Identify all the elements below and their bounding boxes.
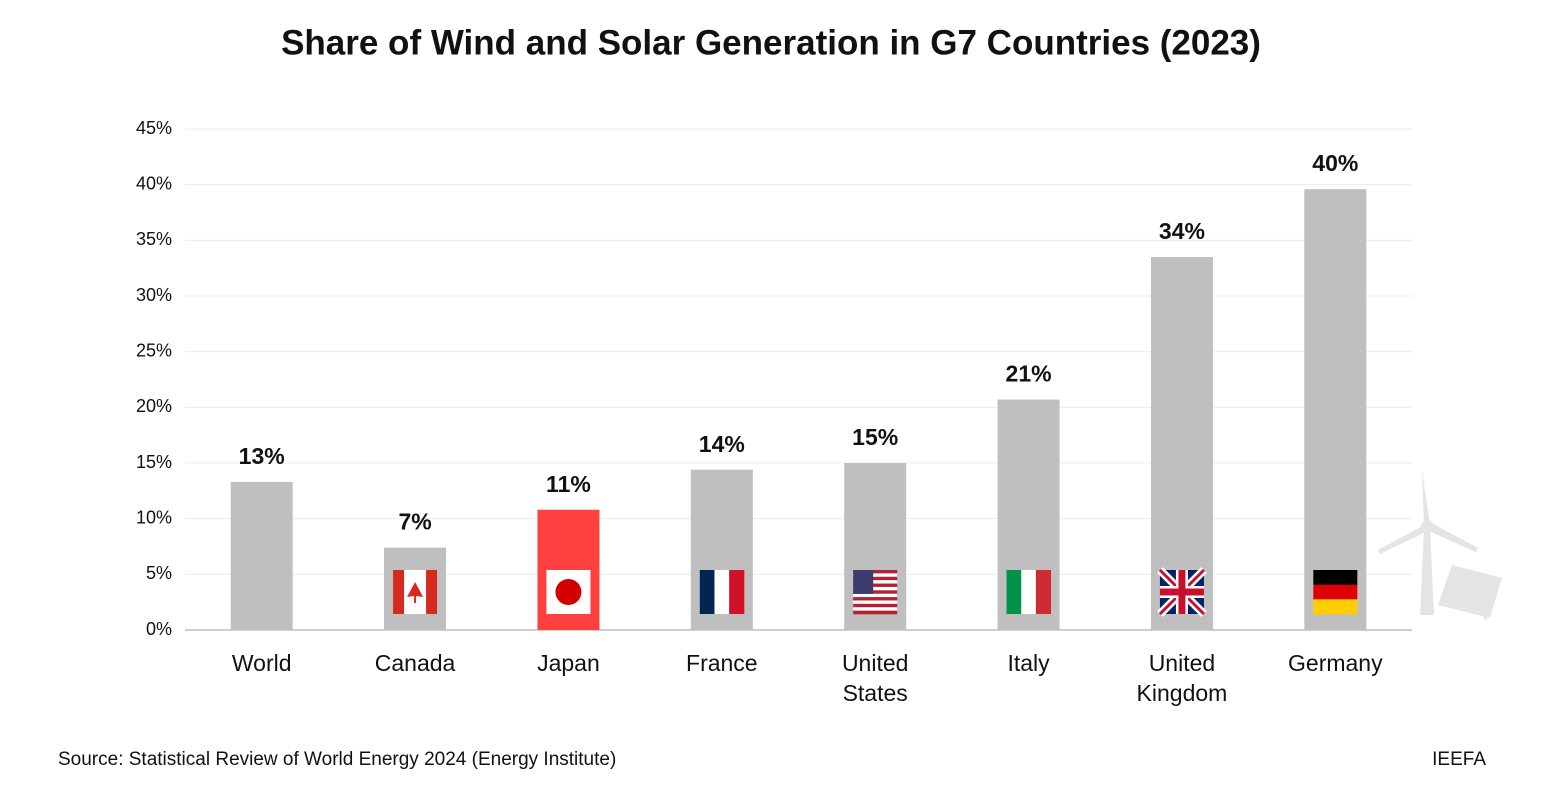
brand: IEEFA	[1432, 749, 1486, 770]
y-tick-label: 40%	[136, 173, 172, 193]
flag	[853, 610, 898, 615]
x-tick-label: France	[686, 650, 758, 676]
wind-solar-icon	[1378, 470, 1502, 621]
flag-icon	[393, 570, 438, 614]
x-tick-label: United Kingdom	[1136, 650, 1228, 706]
flag	[853, 586, 898, 591]
flag	[1006, 570, 1022, 614]
y-tick-label: 0%	[146, 619, 172, 639]
value-label: 11%	[546, 471, 591, 497]
flag	[853, 607, 898, 611]
y-tick-label: 30%	[136, 285, 172, 305]
value-label: 21%	[1006, 361, 1052, 387]
flag	[393, 570, 405, 614]
x-tick-label: United States	[841, 650, 909, 706]
flag	[853, 580, 898, 584]
value-label: 7%	[398, 509, 431, 535]
bar	[1304, 189, 1367, 630]
y-tick-label: 45%	[136, 118, 172, 138]
flag	[714, 570, 730, 614]
flag	[853, 576, 898, 581]
flag	[426, 570, 438, 614]
flag	[1313, 584, 1358, 600]
value-label: 13%	[239, 443, 285, 469]
flag	[729, 570, 745, 614]
flag	[1159, 570, 1204, 614]
source-note: Source: Statistical Review of World Ener…	[58, 749, 616, 770]
flag	[853, 570, 898, 574]
x-tick-label: Germany	[1288, 650, 1383, 676]
flag	[555, 579, 582, 605]
flag	[1035, 570, 1052, 614]
flag	[699, 570, 715, 614]
bar	[230, 481, 293, 630]
chart-title: Share of Wind and Solar Generation in G7…	[281, 23, 1261, 62]
x-tick-label: Canada	[374, 650, 456, 676]
value-label: 40%	[1312, 150, 1358, 176]
flag	[853, 570, 874, 594]
x-tick-label: World	[231, 650, 292, 676]
flag	[853, 603, 898, 608]
x-tick-label: Italy	[1007, 650, 1050, 676]
flag-icon	[1006, 570, 1052, 614]
flag-icon	[546, 570, 591, 614]
flag-icon	[1157, 567, 1207, 617]
y-tick-label: 5%	[146, 563, 172, 583]
flag	[1313, 570, 1358, 586]
flag	[1313, 599, 1358, 615]
y-tick-label: 10%	[136, 507, 172, 527]
value-label: 15%	[852, 424, 898, 450]
flag	[1021, 570, 1037, 614]
value-label: 14%	[699, 431, 745, 457]
flag	[853, 583, 898, 588]
y-tick-label: 25%	[136, 340, 172, 360]
x-tick-label: Japan	[537, 650, 600, 676]
flag	[853, 590, 898, 594]
flag-icon	[699, 570, 745, 614]
flag	[853, 600, 898, 605]
flag-icon	[853, 570, 898, 615]
flag	[853, 597, 898, 601]
y-tick-label: 20%	[136, 396, 172, 416]
flag	[407, 582, 424, 603]
flag-icon	[1313, 570, 1358, 615]
value-label: 34%	[1159, 218, 1205, 244]
flag	[853, 573, 898, 578]
y-tick-label: 15%	[136, 452, 172, 472]
bar	[1150, 257, 1213, 630]
flag	[853, 593, 898, 598]
y-tick-label: 35%	[136, 229, 172, 249]
